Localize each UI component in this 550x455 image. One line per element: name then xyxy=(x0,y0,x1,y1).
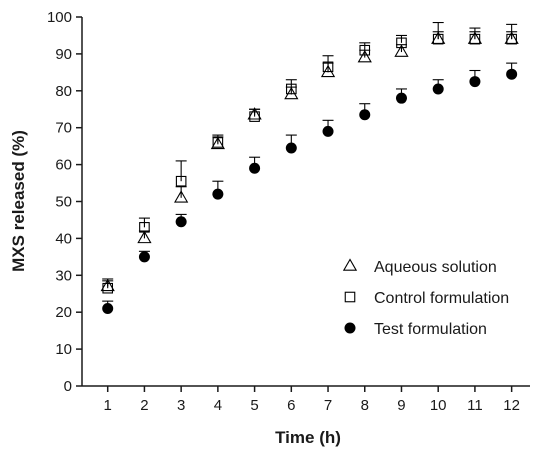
x-tick-label: 12 xyxy=(503,397,520,414)
point-circle xyxy=(469,76,481,88)
legend-marker-circle xyxy=(344,322,356,334)
legend-marker-triangle xyxy=(342,258,358,271)
x-tick-label: 9 xyxy=(397,397,405,414)
x-tick-label: 6 xyxy=(287,397,295,414)
point-triangle xyxy=(210,136,225,150)
y-tick-label: 10 xyxy=(55,341,72,358)
point-circle xyxy=(285,142,297,154)
y-axis-ticks: 0 10 20 30 40 50 60 70 80 90 100 xyxy=(47,9,82,395)
point-square xyxy=(212,137,224,148)
point-square xyxy=(102,282,114,294)
point-circle xyxy=(395,92,407,104)
point-triangle xyxy=(394,44,409,57)
point-square xyxy=(286,83,297,95)
point-circle xyxy=(212,188,224,200)
point-square xyxy=(506,33,517,45)
x-tick-label: 8 xyxy=(361,397,369,414)
point-square xyxy=(249,111,260,122)
y-tick-label: 40 xyxy=(55,230,72,247)
point-triangle xyxy=(137,230,152,244)
point-square xyxy=(175,175,187,187)
y-tick-label: 0 xyxy=(64,378,72,395)
point-triangle xyxy=(174,190,189,203)
y-axis-title: MXS released (%) xyxy=(9,130,28,272)
point-circle xyxy=(138,251,150,263)
point-triangle xyxy=(357,49,372,63)
point-circle xyxy=(506,68,518,80)
legend-label-square: Control formulation xyxy=(374,290,509,307)
point-circle xyxy=(359,109,371,121)
y-tick-label: 60 xyxy=(55,157,72,174)
y-tick-label: 90 xyxy=(55,46,72,63)
point-square xyxy=(396,37,407,49)
x-tick-label: 5 xyxy=(250,397,258,414)
point-circle xyxy=(175,216,187,228)
y-tick-label: 30 xyxy=(55,267,72,284)
point-square xyxy=(359,44,371,56)
point-circle xyxy=(102,303,114,315)
legend-marker-square xyxy=(344,291,356,303)
point-circle xyxy=(249,162,261,174)
point-square xyxy=(322,61,334,73)
y-tick-label: 50 xyxy=(55,194,72,211)
x-tick-label: 4 xyxy=(214,397,222,414)
data-points xyxy=(100,31,519,315)
point-triangle xyxy=(100,278,115,292)
y-tick-label: 20 xyxy=(55,304,72,321)
point-circle xyxy=(432,83,444,95)
y-tick-label: 100 xyxy=(47,9,72,26)
point-square xyxy=(139,222,150,233)
x-tick-label: 3 xyxy=(177,397,185,414)
x-axis-ticks: 1 2 3 4 5 6 7 8 9 10 11 12 xyxy=(104,386,520,414)
x-axis-title: Time (h) xyxy=(275,428,341,447)
y-tick-label: 70 xyxy=(55,120,72,137)
legend: Aqueous solution Control formulation Test … xyxy=(342,258,509,338)
x-tick-label: 1 xyxy=(104,397,112,414)
legend-label-triangle: Aqueous solution xyxy=(374,259,497,276)
x-tick-label: 7 xyxy=(324,397,332,414)
point-circle xyxy=(322,125,334,137)
point-square xyxy=(469,33,481,45)
legend-label-circle: Test formulation xyxy=(374,321,487,338)
point-square xyxy=(432,33,444,45)
y-tick-label: 80 xyxy=(55,83,72,100)
x-tick-label: 11 xyxy=(467,397,483,414)
x-tick-label: 2 xyxy=(140,397,148,414)
x-tick-label: 10 xyxy=(430,397,447,414)
point-triangle xyxy=(247,107,262,120)
